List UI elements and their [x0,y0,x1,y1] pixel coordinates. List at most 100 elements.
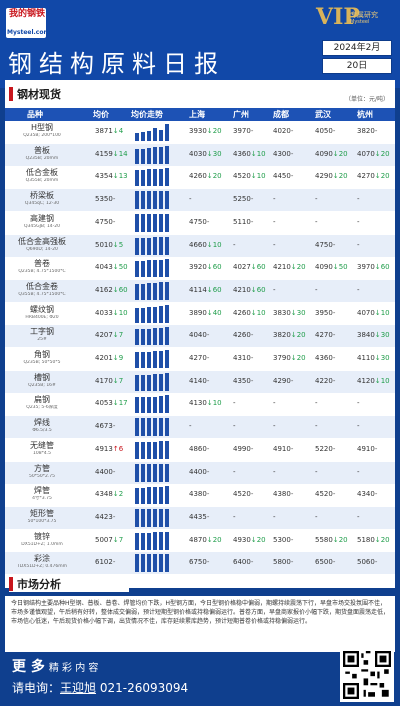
trend-bar [153,146,157,164]
price-gz: - [233,513,236,521]
price-gz: 6400- [233,558,253,566]
price-gz: - [233,399,236,407]
price-wh: - [315,513,318,521]
price-change: ↓30 [290,308,306,317]
price-change: - [250,376,254,385]
price-value: 4120 [357,376,375,385]
price-value: - [357,399,360,408]
price-change: ↓60 [250,285,266,294]
trend-bar [141,148,145,164]
trend-bar [141,132,145,141]
trend-bar [165,395,169,414]
price-value: 4070 [357,149,375,158]
trend-bar [159,213,163,232]
price-value: 4020 [273,127,291,135]
price-change: - [290,490,294,499]
price-value: 4027 [233,263,251,272]
trend-bar [141,532,145,550]
trend-bar [135,261,139,278]
price-avg: 5007↓7 [95,536,123,544]
price-avg: 4348↓2 [95,490,123,498]
price-sh: 4660↓10 [189,241,222,249]
price-change: - [374,558,378,567]
price-wh: 6500- [315,558,335,566]
col-wuhan: 武汉 [315,110,331,119]
price-value: 5007 [95,535,113,544]
price-change: ↓10 [250,172,266,181]
price-value: 4910 [357,444,375,453]
report-day: 20日 [322,58,392,74]
price-value: 4090 [315,149,333,158]
price-wh: 4050- [315,127,335,135]
price-change: - [250,354,254,362]
trend-bar [147,532,151,550]
more-content-link[interactable]: 更 多精 彩 内 容 [12,656,98,676]
price-value: 4090 [315,263,333,272]
trend-bar [147,191,151,210]
price-hz: 4270↓20 [357,172,390,180]
price-hz: 5180↓20 [357,536,390,544]
trend-bar [159,396,163,414]
product-spec: 108*4.5 [33,450,51,456]
price-change: ↓40 [206,308,222,317]
price-avg: 4400- [95,468,115,476]
price-value: 4350 [233,376,251,385]
price-value: - [233,467,236,476]
price-gz: 5110- [233,218,253,226]
price-change: - [250,490,254,499]
trend-bar [165,418,169,437]
price-cd: - [273,195,276,203]
contact-name[interactable]: 王迎旭 [60,681,97,695]
price-value: 3820 [357,127,375,135]
price-change: - [206,376,210,385]
trend-bar [135,170,139,187]
price-value: 4310 [233,354,251,362]
price-wh: - [315,422,318,430]
product-name: 矩形管 [30,508,54,518]
trend-bar [159,508,163,527]
price-change: - [250,127,254,135]
trend-bar [153,487,157,505]
price-change: ↓10 [250,149,266,158]
trend-bar [165,281,169,300]
price-gz: 4520- [233,490,253,498]
trend-bar [165,304,169,323]
trend-bar [165,531,169,550]
price-value: 5580 [315,535,333,544]
price-change: ↓60 [112,285,128,294]
mysteel-logo[interactable]: 我的钢铁 Mysteel.com [6,8,50,38]
section-marker [9,577,13,591]
price-wh: 4750- [315,241,335,249]
price-sh: 4870↓20 [189,536,222,544]
price-value: 4260 [233,308,251,317]
trend-bar [153,260,157,278]
price-avg: 4207↓7 [95,331,123,339]
trend-bar [141,554,145,573]
price-value: 3890 [189,308,207,317]
price-value: - [357,195,360,204]
trend-bar [165,440,169,459]
price-cd: - [273,513,276,521]
product-spec: Q235; 5-6厚度 [26,405,58,411]
qr-code-icon[interactable] [340,648,394,702]
price-value: - [273,195,276,204]
price-hz: 4110↓30 [357,354,390,362]
price-wh: 5220- [315,445,335,453]
trend-bar [141,463,145,482]
price-value: 4159 [95,149,113,158]
price-hz: - [357,468,360,476]
contact-phone[interactable]: 021-26093094 [99,681,189,695]
price-change: - [250,444,254,453]
price-value: - [357,422,360,431]
trend-bar [153,418,157,437]
trend-bar [135,283,139,300]
price-change: ↓20 [290,354,306,362]
price-value: 4210 [273,263,291,272]
table-row: H型钢 Q235B; 200*100 3871↓4 3930↓20 3970- 4020-… [5,121,395,143]
price-value: 3920 [189,263,207,272]
price-value: 6400 [233,558,251,567]
price-wh: - [315,286,318,294]
price-value: 4450 [273,172,291,181]
trend-bar [165,372,169,391]
price-gz: 4990- [233,445,253,453]
